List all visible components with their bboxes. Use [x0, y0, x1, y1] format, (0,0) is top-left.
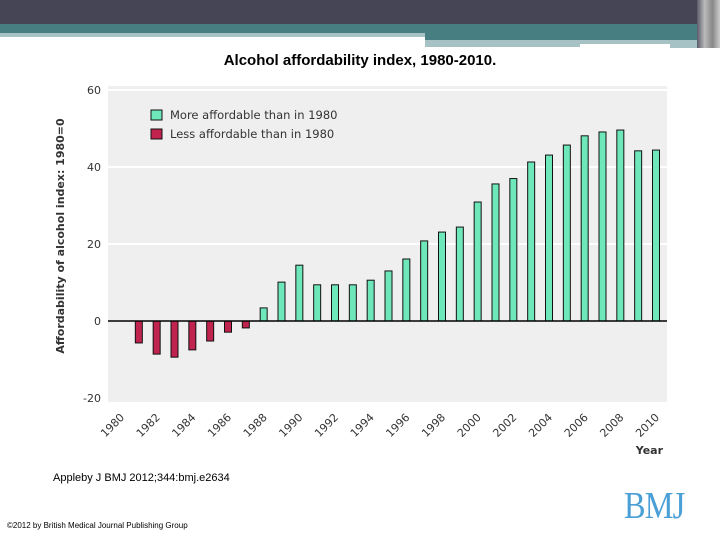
bar-1998: [438, 231, 446, 322]
bar-1984: [188, 320, 197, 351]
bar-1996: [402, 258, 411, 322]
x-tick-label: 1990: [276, 411, 305, 440]
x-tick-label: 2004: [526, 411, 555, 440]
bar-1994: [366, 279, 375, 322]
y-tick-label: 40: [87, 161, 101, 174]
legend-swatch: [150, 109, 163, 121]
x-tick-label: 1988: [241, 411, 270, 440]
bar-2005: [562, 144, 571, 322]
x-tick-label: 1992: [312, 411, 341, 440]
bar-2003: [527, 161, 536, 322]
x-tick-label: 1982: [134, 411, 163, 440]
citation: Appleby J BMJ 2012;344:bmj.e2634: [53, 472, 230, 484]
bar-1983: [170, 320, 179, 358]
bar-2009: [634, 150, 643, 322]
bar-1990: [295, 264, 304, 322]
y-tick-label: 0: [94, 315, 101, 328]
bar-2002: [509, 178, 518, 322]
bar-2001: [491, 183, 500, 322]
bar-1995: [384, 270, 393, 322]
y-tick-label: 60: [87, 84, 101, 97]
header-band-dark: [0, 0, 720, 24]
bar-2000: [473, 201, 482, 322]
bar-1997: [420, 240, 429, 322]
x-tick-label: 2002: [490, 411, 519, 440]
legend-label: More affordable than in 1980: [170, 108, 337, 122]
x-axis-label: Year: [635, 444, 664, 457]
bar-1993: [348, 284, 357, 322]
bar-1991: [313, 284, 322, 322]
bar-1992: [331, 284, 339, 322]
bar-2004: [545, 154, 553, 322]
x-tick-label: 1986: [205, 411, 234, 440]
bar-1986: [224, 320, 232, 333]
bar-1988: [259, 307, 268, 322]
y-tick-label: -20: [83, 392, 101, 405]
bar-1989: [277, 281, 286, 322]
bar-1985: [206, 320, 215, 342]
x-tick-label: 1994: [348, 411, 377, 440]
bar-2008: [616, 129, 625, 322]
x-tick-label: 1984: [169, 411, 198, 440]
bmj-logo: BMJ: [624, 485, 685, 527]
x-tick-label: 1998: [419, 411, 448, 440]
y-tick-label: 20: [87, 238, 101, 251]
header-band-teal-right: [425, 33, 720, 40]
legend-swatch: [150, 128, 163, 140]
x-tick-label: 1996: [383, 411, 412, 440]
slide-title: Alcohol affordability index, 1980-2010.: [223, 52, 497, 69]
bar-2006: [580, 135, 589, 322]
bar-1987: [241, 320, 250, 329]
y-axis-label: Affordability of alcohol index: 1980=0: [54, 118, 67, 354]
x-tick-label: 1980: [98, 411, 127, 440]
x-tick-label: 2006: [562, 411, 591, 440]
header-band-light-right-2: [425, 44, 580, 47]
x-tick-label: 2010: [633, 411, 662, 440]
header-edge: [697, 0, 720, 48]
x-tick-label: 2000: [455, 411, 484, 440]
copyright: ©2012 by British Medical Journal Publish…: [7, 521, 188, 530]
bar-1982: [152, 320, 161, 355]
x-tick-label: 2008: [597, 411, 626, 440]
header-band-light-right: [425, 40, 670, 44]
bar-1981: [134, 320, 143, 344]
bar-2007: [598, 131, 607, 322]
legend-label: Less affordable than in 1980: [170, 127, 334, 141]
bar-2010: [652, 149, 660, 322]
bar-1999: [455, 226, 464, 322]
header-band-light-corner: [670, 40, 720, 48]
header-band-light: [0, 33, 425, 37]
header-band-teal: [0, 24, 720, 33]
